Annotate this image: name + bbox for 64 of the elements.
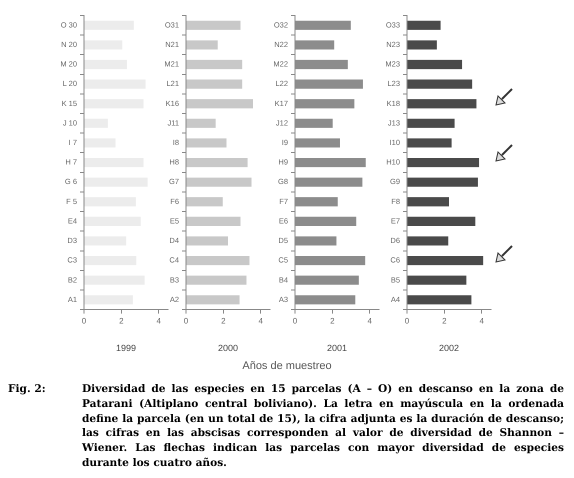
x-tick-label: 0: [184, 316, 189, 326]
x-tick-label: 0: [292, 316, 298, 326]
x-tick-label: 4: [479, 316, 484, 326]
bar: [408, 295, 472, 304]
x-axis-title: 2001: [326, 343, 348, 354]
x-tick-label: 0: [404, 316, 410, 326]
x-tick-label: 4: [258, 316, 264, 326]
bar: [186, 118, 216, 128]
x-axis-title: 2002: [438, 343, 460, 354]
bar: [408, 216, 476, 226]
bar: [186, 197, 223, 206]
bar: [408, 178, 478, 187]
bar: [408, 40, 437, 50]
bar: [84, 197, 136, 206]
bar: [84, 256, 136, 266]
bar: [186, 99, 254, 108]
bar: [186, 256, 250, 266]
x-tick-label: 2: [442, 316, 448, 326]
text: Diversidad de las especies en 15 parcelas (A – O) en descanso en la zona de Patarani (Altiplano central boliviano). La letra en mayúscula en la ordenada define la parcela (en un total de 15), la cifra adjunta es la duración de descanso; las cifras en las abscisas corresponden al valor de diversidad de Shannon – Wiener. Las flechas indican las parcelas con mayor diversidad de especies durante los cuatro años.: [82, 382, 564, 471]
x-tick-label: 4: [367, 316, 372, 326]
bar: [408, 236, 448, 246]
bar: [84, 276, 145, 285]
bar: [408, 138, 452, 148]
x-tick-label: 2: [221, 316, 226, 326]
bar: [408, 197, 449, 206]
bar: [186, 276, 246, 285]
bar: [186, 216, 241, 226]
bar: [408, 60, 462, 70]
text: Años de muestreo: [241, 360, 333, 372]
bar: [186, 236, 228, 246]
bar: [408, 158, 480, 168]
bar: [84, 236, 126, 246]
bar: [84, 118, 108, 128]
bar: [84, 138, 116, 148]
bar: [84, 60, 127, 70]
bar: [408, 80, 472, 89]
bar: [408, 20, 441, 30]
bar: [408, 256, 484, 266]
bar: [186, 295, 240, 304]
caption: Fig. 2:: [8, 382, 47, 397]
bar: [84, 178, 148, 187]
x-tick-label: 2: [330, 316, 336, 326]
x-tick-label: 4: [156, 316, 162, 326]
bar: [408, 99, 476, 108]
bar: [84, 295, 133, 304]
bar: [186, 40, 218, 50]
x-tick-label: 0: [82, 316, 87, 326]
bar: [186, 178, 252, 187]
bar: [186, 138, 227, 148]
bar: [186, 60, 242, 70]
bar: [186, 158, 248, 168]
bar: [84, 99, 144, 108]
x-axis-title: 2000: [218, 343, 238, 354]
bar: [84, 20, 134, 30]
bar: [84, 216, 141, 226]
bar: [408, 276, 466, 285]
bar: [84, 40, 122, 50]
bar: [408, 118, 455, 128]
bar: [186, 20, 241, 30]
bar: [84, 158, 144, 168]
bar: [84, 80, 146, 89]
x-tick-label: 2: [119, 316, 124, 326]
x-axis-title: 1999: [116, 343, 136, 354]
bar: [186, 80, 242, 89]
